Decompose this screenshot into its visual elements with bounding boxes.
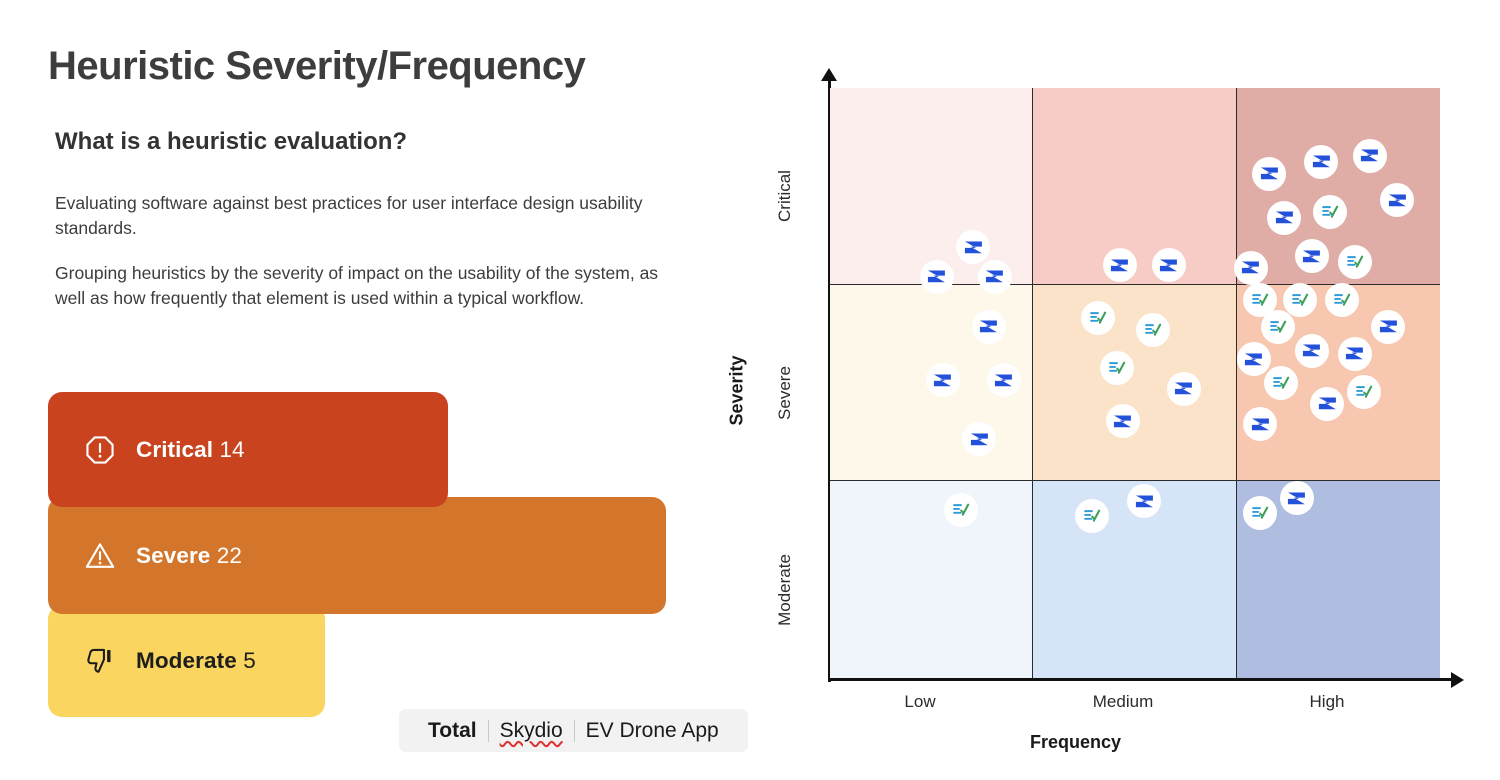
tab-ev-drone-app[interactable]: EV Drone App: [585, 718, 719, 742]
dataset-tab-group: Total Skydio EV Drone App: [399, 709, 748, 752]
severity-bar-severe[interactable]: Severe 22: [48, 497, 666, 614]
marker-ev-drone-app[interactable]: [1346, 374, 1381, 409]
matrix-cell-critical-low[interactable]: [830, 88, 1034, 285]
marker-skydio[interactable]: [1105, 404, 1140, 439]
y-tick-label-severe: Severe: [775, 366, 794, 420]
marker-skydio[interactable]: [1127, 484, 1162, 518]
x-tick-label-medium: Medium: [1092, 692, 1154, 711]
triangle-warning-icon: [85, 541, 115, 571]
marker-ev-drone-app[interactable]: [1264, 366, 1299, 400]
severity-bar-moderate-count: 5: [243, 648, 256, 673]
marker-ev-drone-app[interactable]: [1313, 194, 1348, 229]
x-axis-arrow-icon: [1451, 672, 1464, 688]
left-content-panel: Heuristic Severity/Frequency What is a h…: [48, 44, 748, 752]
marker-skydio[interactable]: [1352, 138, 1387, 173]
marker-skydio[interactable]: [1310, 386, 1345, 421]
marker-skydio[interactable]: [919, 259, 954, 294]
severity-bar-moderate[interactable]: Moderate 5: [48, 605, 325, 717]
marker-ev-drone-app[interactable]: [1261, 309, 1296, 344]
x-tick-label-low: Low: [904, 692, 936, 711]
marker-skydio[interactable]: [1252, 156, 1287, 191]
body-paragraph-2: Grouping heuristics by the severity of i…: [55, 263, 659, 309]
y-tick-label-moderate: Moderate: [775, 554, 794, 626]
y-axis-line: [828, 78, 831, 682]
marker-skydio[interactable]: [1151, 248, 1186, 282]
severity-bar-severe-text: Severe 22: [136, 543, 242, 569]
marker-skydio[interactable]: [986, 363, 1021, 398]
marker-ev-drone-app[interactable]: [1075, 498, 1110, 533]
y-tick-label-critical: Critical: [775, 170, 794, 222]
page-title: Heuristic Severity/Frequency: [48, 44, 586, 88]
marker-skydio[interactable]: [1233, 250, 1268, 285]
severity-bar-critical-text: Critical 14: [136, 437, 245, 463]
marker-skydio[interactable]: [962, 422, 997, 457]
marker-ev-drone-app[interactable]: [1337, 245, 1372, 280]
marker-ev-drone-app[interactable]: [1136, 312, 1171, 347]
marker-ev-drone-app[interactable]: [1081, 301, 1116, 336]
marker-ev-drone-app[interactable]: [1325, 283, 1360, 318]
tab-total[interactable]: Total: [428, 718, 477, 742]
marker-ev-drone-app[interactable]: [1099, 351, 1134, 386]
marker-skydio[interactable]: [1337, 336, 1372, 371]
marker-skydio[interactable]: [1166, 371, 1201, 406]
marker-layer: [830, 88, 1440, 678]
severity-bar-moderate-text: Moderate 5: [136, 648, 256, 674]
matrix-cell-severe-medium[interactable]: [1033, 284, 1237, 482]
severity-bar-severe-label: Severe: [136, 542, 211, 568]
severity-bar-critical-label: Critical: [136, 436, 214, 462]
marker-skydio[interactable]: [956, 230, 991, 265]
marker-ev-drone-app[interactable]: [1243, 283, 1278, 318]
marker-skydio[interactable]: [1243, 407, 1278, 442]
marker-ev-drone-app[interactable]: [1243, 495, 1278, 530]
marker-ev-drone-app[interactable]: [944, 492, 979, 527]
y-axis-arrow-icon: [821, 68, 837, 81]
matrix-cell-moderate-low[interactable]: [830, 481, 1034, 678]
marker-skydio[interactable]: [1294, 333, 1329, 368]
tab-skydio[interactable]: Skydio: [499, 718, 563, 742]
marker-skydio[interactable]: [1267, 200, 1302, 235]
body-paragraph-1: Evaluating software against best practic…: [55, 193, 643, 239]
marker-skydio[interactable]: [1380, 183, 1415, 218]
marker-ev-drone-app[interactable]: [1282, 283, 1317, 318]
tab-divider: [487, 719, 489, 742]
octagon-exclamation-icon: [85, 435, 115, 465]
marker-skydio[interactable]: [1102, 248, 1137, 282]
marker-skydio[interactable]: [1279, 481, 1314, 516]
marker-skydio[interactable]: [1236, 342, 1271, 377]
y-axis-title: Severity: [726, 355, 747, 426]
marker-skydio[interactable]: [1294, 239, 1329, 274]
severity-bar-severe-count: 22: [216, 542, 243, 568]
thumbs-down-icon: [85, 646, 115, 676]
severity-bar-moderate-label: Moderate: [136, 648, 237, 673]
matrix-plot-area: [830, 88, 1440, 678]
marker-skydio[interactable]: [971, 309, 1006, 344]
severity-bar-critical-count: 14: [219, 436, 245, 462]
x-tick-label-high: High: [1309, 692, 1345, 711]
matrix-cell-critical-medium[interactable]: [1033, 88, 1237, 285]
marker-skydio[interactable]: [977, 259, 1012, 294]
marker-skydio[interactable]: [925, 363, 960, 398]
x-axis-line: [828, 678, 1453, 681]
section-heading: What is a heuristic evaluation?: [55, 128, 408, 155]
severity-frequency-matrix: Critical Severe Moderate Low Medium High…: [725, 60, 1485, 760]
tab-divider: [573, 719, 575, 742]
marker-skydio[interactable]: [1304, 144, 1339, 179]
x-axis-title: Frequency: [1030, 732, 1122, 752]
marker-skydio[interactable]: [1371, 309, 1406, 344]
severity-bar-critical[interactable]: Critical 14: [48, 392, 448, 507]
